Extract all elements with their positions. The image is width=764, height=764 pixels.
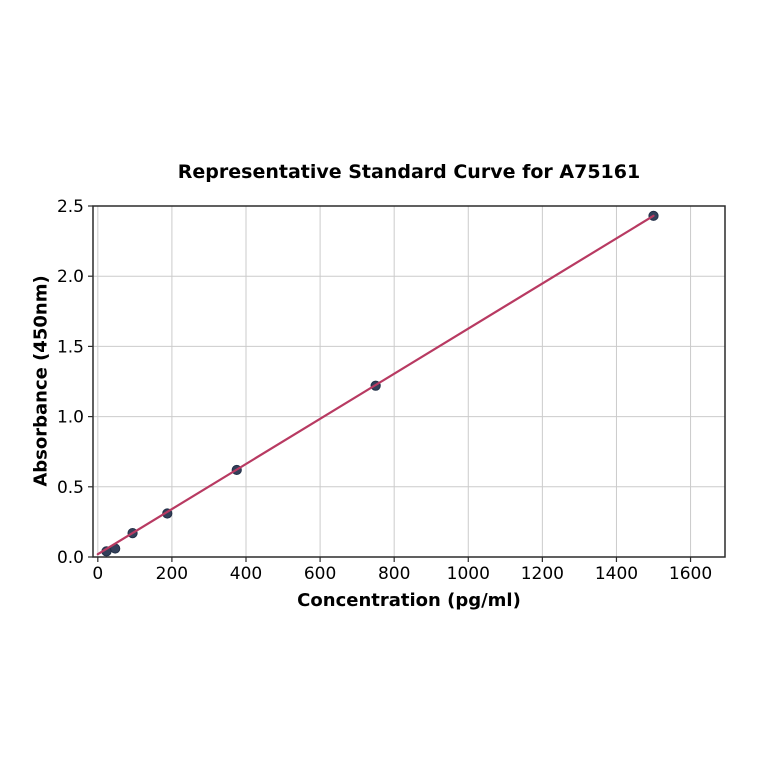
x-axis-label: Concentration (pg/ml) [297,590,521,611]
fit-line [96,214,655,556]
y-tick-label: 2.0 [57,267,84,287]
x-tick-label: 1000 [447,564,490,584]
y-tick-label: 0.5 [57,478,84,498]
chart-title: Representative Standard Curve for A75161 [177,161,641,183]
x-tick-label: 400 [230,564,262,584]
x-tick-label: 1600 [669,564,712,584]
x-tick-label: 800 [378,564,410,584]
x-tick-label: 1200 [521,564,564,584]
x-tick-label: 1400 [595,564,638,584]
y-tick-label: 2.5 [57,197,84,217]
x-tick-label: 200 [156,564,188,584]
y-tick-label: 1.5 [57,337,84,357]
x-tick-label: 600 [304,564,336,584]
plot-border [92,205,726,558]
x-tick-label: 0 [92,564,103,584]
y-tick-label: 0.0 [57,548,84,568]
y-tick-label: 1.0 [57,408,84,428]
